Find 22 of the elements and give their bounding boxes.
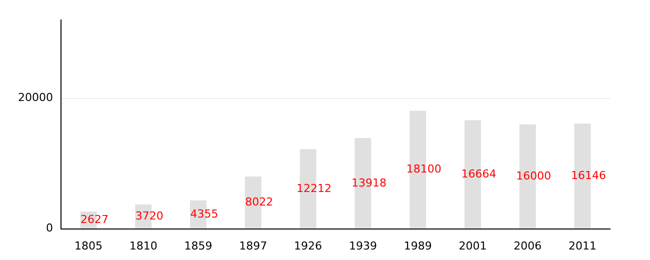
data-label: 16146 xyxy=(571,168,606,182)
data-label: 13918 xyxy=(351,176,386,190)
data-label: 16000 xyxy=(516,169,552,182)
y-tick-label: 0 xyxy=(46,222,53,235)
x-tick-label: 2011 xyxy=(568,239,597,252)
data-label: 16664 xyxy=(461,167,496,180)
x-tick-label: 1939 xyxy=(348,239,377,252)
x-tick-label: 2006 xyxy=(514,239,542,252)
x-tick-label: 1810 xyxy=(129,239,158,252)
x-tick-label: 1859 xyxy=(184,239,212,252)
data-label: 12212 xyxy=(296,182,332,195)
data-label: 2627 xyxy=(80,213,108,226)
x-tick-label: 1805 xyxy=(74,239,102,252)
x-tick-label: 1926 xyxy=(294,239,322,252)
data-label: 8022 xyxy=(245,195,274,208)
y-tick-label: 20000 xyxy=(18,91,53,104)
data-label: 3720 xyxy=(135,210,164,223)
x-tick-label: 2001 xyxy=(458,239,487,252)
data-label: 4355 xyxy=(190,207,218,220)
x-tick-label: 1989 xyxy=(404,239,432,252)
data-label: 18100 xyxy=(406,162,442,176)
x-tick-label: 1897 xyxy=(239,239,268,252)
